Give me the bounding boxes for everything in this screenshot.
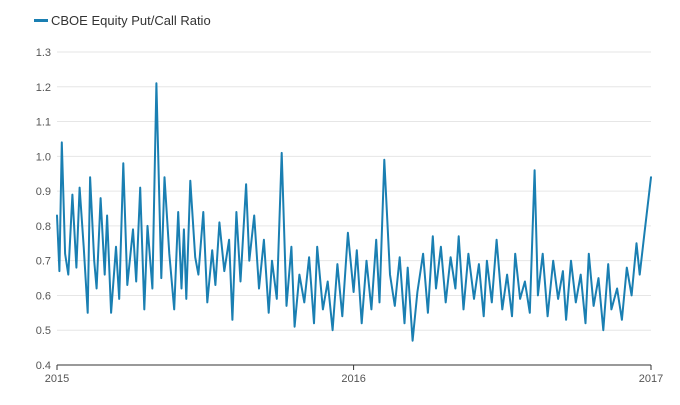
series-layer bbox=[56, 82, 652, 342]
y-tick-label: 0.8 bbox=[36, 221, 51, 233]
grid bbox=[57, 51, 651, 331]
y-tick-label: 1.0 bbox=[36, 151, 51, 163]
y-axis: 0.4 0.5 0.6 0.7 0.8 0.9 1.0 1.1 1.2 1.3 bbox=[36, 47, 51, 372]
y-tick-label: 0.5 bbox=[36, 325, 51, 337]
legend-swatch bbox=[34, 19, 48, 22]
x-tick-label: 2017 bbox=[639, 373, 663, 385]
y-tick-label: 1.2 bbox=[36, 82, 51, 94]
legend: CBOE Equity Put/Call Ratio bbox=[34, 13, 211, 28]
x-tick-label: 2015 bbox=[45, 373, 69, 385]
y-tick-label: 0.6 bbox=[36, 290, 51, 302]
series-line bbox=[56, 82, 652, 342]
x-tick-label: 2016 bbox=[341, 373, 365, 385]
y-tick-label: 1.1 bbox=[36, 117, 51, 129]
y-tick-label: 0.9 bbox=[36, 186, 51, 198]
x-axis: 2015 2016 2017 bbox=[45, 364, 663, 385]
y-tick-label: 1.3 bbox=[36, 47, 51, 59]
y-tick-label: 0.7 bbox=[36, 256, 51, 268]
legend-label: CBOE Equity Put/Call Ratio bbox=[51, 13, 211, 28]
y-tick-label: 0.4 bbox=[36, 360, 51, 372]
